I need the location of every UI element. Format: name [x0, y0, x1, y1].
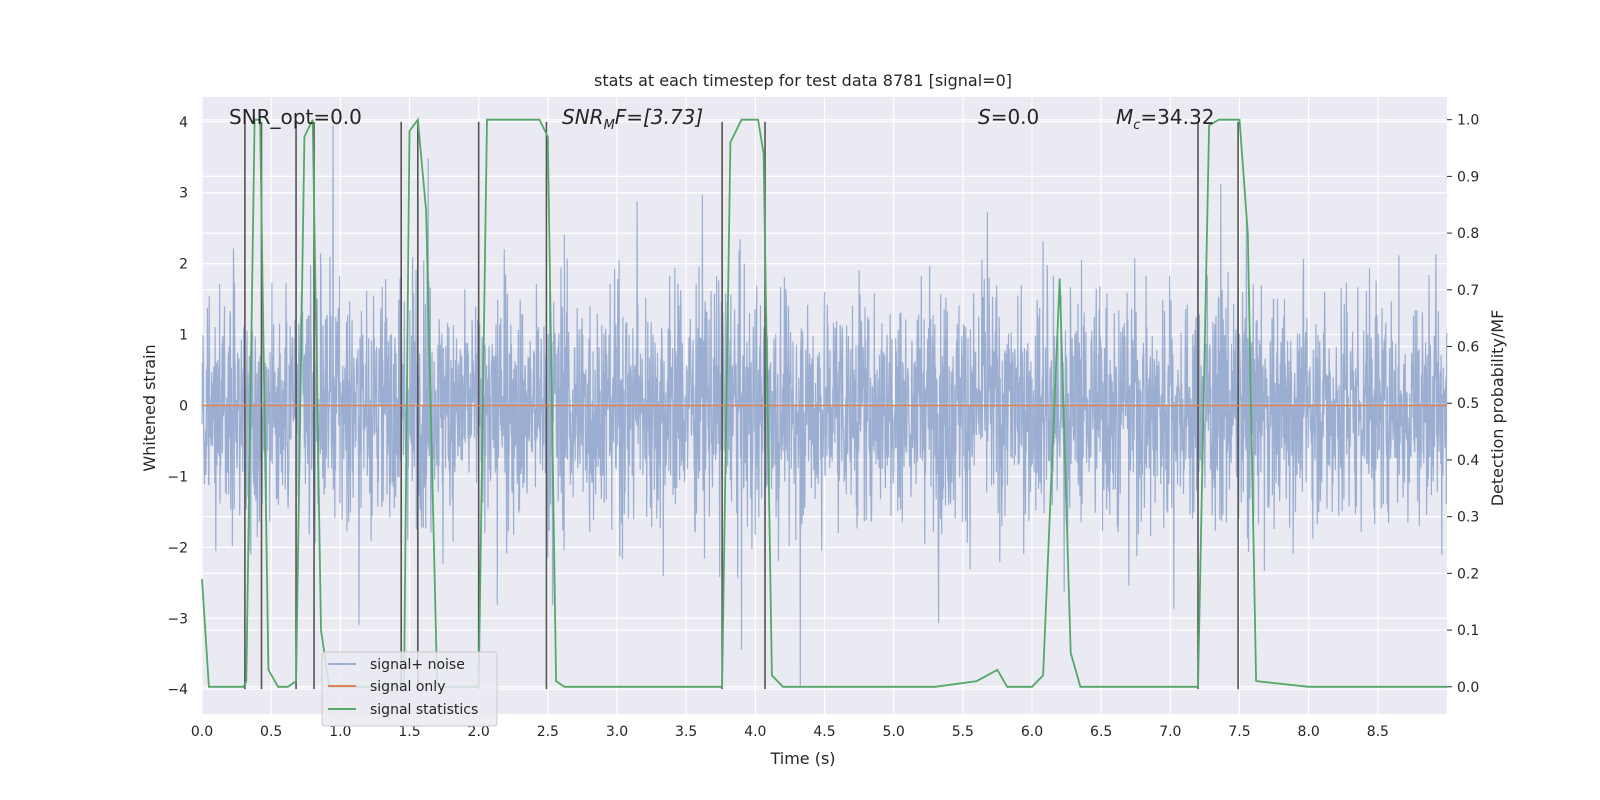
y-tick-label: 4	[179, 115, 188, 131]
x-axis-label: Time (s)	[769, 749, 835, 768]
x-tick-label: 7.5	[1228, 724, 1250, 740]
y2-tick-label: 0.3	[1457, 510, 1479, 526]
y2-tick-label: 0.4	[1457, 453, 1479, 469]
x-tick-label: 1.5	[398, 724, 420, 740]
plot-area	[201, 97, 1448, 714]
y-tick-label: 2	[179, 257, 188, 273]
x-tick-label: 6.0	[1021, 724, 1043, 740]
y-tick-label: −1	[167, 469, 188, 485]
y2-tick-label: 0.5	[1457, 396, 1479, 412]
x-tick-label: 2.0	[468, 724, 490, 740]
x-tick-label: 4.0	[744, 724, 766, 740]
y2-tick-label: 0.2	[1457, 566, 1479, 582]
y-tick-label: −2	[167, 540, 188, 556]
y2-axis-label: Detection probability/MF	[1488, 310, 1507, 507]
s-annotation: S=0.0	[978, 105, 1039, 129]
y-tick-label: 1	[179, 328, 188, 344]
snr-opt-annotation: SNR_opt=0.0	[229, 105, 362, 129]
mc-annotation: Mc=34.32	[1116, 105, 1214, 133]
y2-tick-label: 0.1	[1457, 623, 1479, 639]
legend-label-signal-only: signal only	[370, 679, 445, 695]
signal-noise-series	[201, 125, 1448, 686]
snr-mf-sub: M	[604, 118, 615, 133]
snr-mf-base: SNR	[562, 105, 604, 129]
noise-trace	[201, 125, 1448, 686]
y-tick-labels: 4 3 2 1 0 −1 −2 −3 −4	[167, 115, 188, 698]
y-tick-label: −3	[167, 611, 188, 627]
legend-label-signal-statistics: signal statistics	[370, 702, 478, 718]
x-tick-label: 8.5	[1367, 724, 1389, 740]
legend-label-signal-noise: signal+ noise	[370, 657, 465, 673]
y2-tick-label: 0.7	[1457, 283, 1479, 299]
y2-tick-label: 1.0	[1457, 113, 1479, 129]
chart-title: stats at each timestep for test data 878…	[594, 71, 1012, 90]
x-tick-label: 6.5	[1090, 724, 1112, 740]
y-tick-label: 0	[179, 399, 188, 415]
y-tick-label: −4	[167, 682, 188, 698]
signal-statistics-series	[201, 117, 1447, 688]
x-tick-label: 1.0	[329, 724, 351, 740]
y2-tick-label: 0.6	[1457, 340, 1479, 356]
s-base: S	[978, 105, 991, 129]
mc-rest: =34.32	[1140, 105, 1214, 129]
x-tick-label: 8.0	[1298, 724, 1320, 740]
x-tick-labels: 0.0 0.5 1.0 1.5 2.0 2.5 3.0 3.5 4.0 4.5 5.0 5.5 6.0 6…	[191, 724, 1389, 740]
x-tick-label: 5.5	[952, 724, 974, 740]
x-tick-label: 0.5	[260, 724, 282, 740]
y-axis-label: Whitened strain	[140, 344, 159, 471]
x-tick-label: 3.5	[675, 724, 697, 740]
y2-tick-label: 0.8	[1457, 226, 1479, 242]
snr-mf-rest-f: F=[3.73]	[615, 105, 703, 129]
x-tick-label: 2.5	[537, 724, 559, 740]
y2-tick-labels: 1.0 0.9 0.8 0.7 0.6 0.5 0.4 0.3 0.2 0.1 0.0	[1447, 113, 1479, 696]
legend: signal+ noise signal only signal statist…	[321, 651, 498, 727]
x-tick-label: 3.0	[606, 724, 628, 740]
mc-base: M	[1116, 105, 1133, 129]
x-tick-label: 7.0	[1159, 724, 1181, 740]
y2-tick-label: 0.9	[1457, 169, 1479, 185]
legend-box	[321, 651, 498, 727]
x-tick-label: 5.0	[883, 724, 905, 740]
y-tick-label: 3	[179, 186, 188, 202]
x-tick-label: 0.0	[191, 724, 213, 740]
snr-mf-annotation: SNRMF=[3.73]	[562, 105, 703, 133]
s-rest: =0.0	[991, 105, 1040, 129]
mc-sub: c	[1133, 118, 1140, 133]
x-tick-label: 4.5	[813, 724, 835, 740]
y2-tick-label: 0.0	[1457, 680, 1479, 696]
